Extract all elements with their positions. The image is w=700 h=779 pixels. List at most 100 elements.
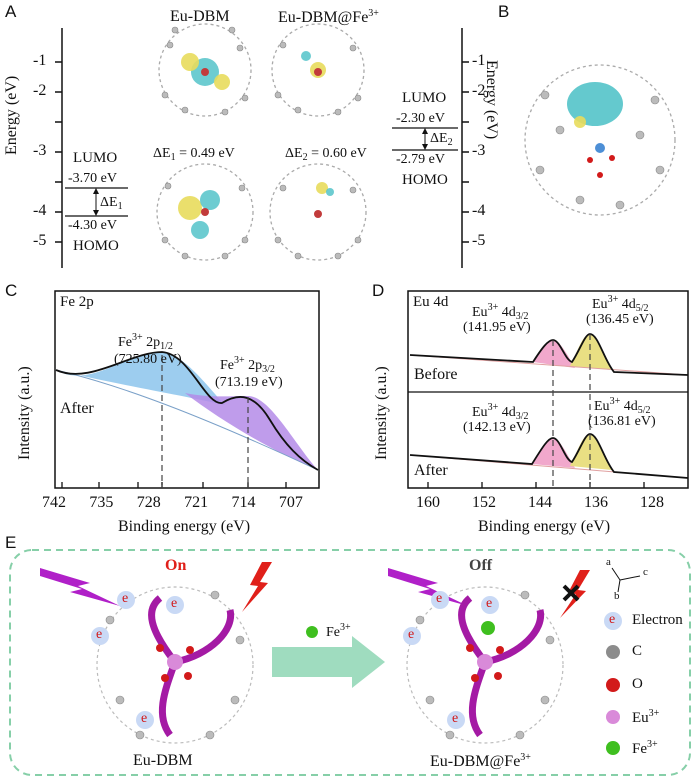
blocked-x-icon bbox=[562, 584, 580, 602]
molecule-eu-dbm-fe-homo bbox=[269, 163, 367, 261]
emission-bolt-off bbox=[560, 570, 590, 618]
eu-before-4d32-value: (141.95 eV) bbox=[463, 320, 531, 335]
axis-b: b bbox=[614, 590, 620, 602]
electron-glyph: e bbox=[408, 627, 415, 642]
transition-arrow bbox=[272, 636, 385, 688]
fe-2p12-peak bbox=[56, 351, 225, 405]
panel-a-label: A bbox=[5, 2, 17, 21]
fe-envelope bbox=[55, 351, 319, 471]
panel-c-sample: After bbox=[60, 400, 94, 417]
fe-ion-dot bbox=[306, 626, 318, 638]
legend-eu-dot bbox=[606, 710, 620, 724]
fe-2p12-label: Fe3+ 2p1/2 bbox=[118, 332, 173, 352]
legend-fe-dot bbox=[606, 741, 620, 755]
x-tick-label: 136 bbox=[584, 494, 608, 511]
molecule-eu-dbm-homo bbox=[156, 163, 254, 261]
panel-a-homo-label: HOMO bbox=[73, 238, 119, 254]
left-caption: Eu-DBM bbox=[133, 752, 193, 769]
panel-a-ylabel: Energy (eV) bbox=[3, 75, 20, 155]
panel-a-delta: ΔE1 bbox=[100, 195, 123, 212]
panel-a-homo-value: -4.30 eV bbox=[68, 218, 117, 233]
legend-fe: Fe3+ bbox=[632, 739, 658, 757]
emission-bolt-on bbox=[242, 562, 272, 612]
electron-glyph: e bbox=[96, 627, 103, 642]
fe-2p32-peak bbox=[185, 393, 318, 470]
electron-glyph: e bbox=[122, 591, 129, 606]
panel-b-ytick: -5 bbox=[472, 232, 486, 249]
panel-b-ytick: -2 bbox=[472, 82, 486, 99]
panel-d-xlabel: Binding energy (eV) bbox=[478, 518, 611, 535]
fe-2p32-value: (713.19 eV) bbox=[215, 375, 283, 390]
gap-left: ΔE1 = 0.49 eV bbox=[153, 146, 235, 163]
x-tick-label: 160 bbox=[416, 494, 440, 511]
panel-a-ytick: -4 bbox=[33, 202, 47, 219]
panel-b-ytick: -1 bbox=[472, 52, 486, 69]
panel-b-lumo-value: -2.30 eV bbox=[396, 111, 445, 126]
eu-before-envelope bbox=[409, 333, 689, 376]
x-tick-label: 735 bbox=[89, 494, 114, 511]
x-tick-label: 707 bbox=[278, 494, 303, 511]
electron-glyph: e bbox=[452, 711, 459, 726]
eu-dbm-fe-title: Eu-DBM@Fe3+ bbox=[278, 8, 379, 26]
panel-d-ylabel: Intensity (a.u.) bbox=[373, 366, 390, 460]
eu-after-4d32-label: Eu3+ 4d3/2 bbox=[472, 402, 529, 422]
x-tick-label: 144 bbox=[528, 494, 552, 511]
eu-before-4d32-label: Eu3+ 4d3/2 bbox=[472, 302, 529, 322]
x-tick-label: 742 bbox=[42, 494, 66, 511]
panel-a-ytick: -1 bbox=[33, 52, 47, 69]
panel-d-before: Before bbox=[414, 366, 458, 383]
arrow-ion-label: Fe3+ bbox=[326, 622, 351, 640]
x-tick-label: 721 bbox=[184, 494, 209, 511]
eu-after-4d52-label: Eu3+ 4d5/2 bbox=[594, 396, 651, 416]
gap-right: ΔE2 = 0.60 eV bbox=[285, 146, 367, 163]
legend-c-dot bbox=[606, 645, 620, 659]
electron-glyph: e bbox=[436, 591, 443, 606]
axis-c: c bbox=[643, 566, 648, 578]
legend-electron-dot bbox=[604, 612, 622, 630]
panel-d-frame bbox=[407, 290, 689, 489]
panel-b-homo-value: -2.79 eV bbox=[396, 152, 445, 167]
panel-c-label: C bbox=[5, 281, 18, 300]
panel-c-title: Fe 2p bbox=[60, 294, 94, 310]
electron-markers bbox=[91, 591, 499, 729]
fe-2p32-label: Fe3+ 2p3/2 bbox=[220, 355, 275, 375]
off-label: Off bbox=[469, 557, 493, 574]
eu-after-4d52-peak bbox=[570, 434, 612, 470]
x-tick-label: 128 bbox=[640, 494, 664, 511]
panel-b-homo-label: HOMO bbox=[402, 172, 448, 188]
panel-a-lumo-label: LUMO bbox=[73, 150, 118, 166]
x-tick-label: 728 bbox=[136, 494, 161, 511]
legend-c: C bbox=[632, 643, 643, 659]
on-label: On bbox=[165, 557, 187, 574]
molecule-eu-dbm-scheme bbox=[96, 586, 254, 744]
electron-glyph: e bbox=[486, 596, 493, 611]
molecule-eu-dbm-fe-lumo bbox=[271, 23, 365, 117]
legend-electron: Electron bbox=[632, 612, 683, 628]
panel-a-ytick: -3 bbox=[33, 142, 47, 159]
panel-a-ytick: -5 bbox=[33, 232, 47, 249]
molecule-eu-dbm-lumo bbox=[158, 23, 252, 117]
electron-glyph: e bbox=[609, 612, 616, 627]
panel-c-xlabel: Binding energy (eV) bbox=[118, 518, 251, 535]
panel-c-frame bbox=[54, 290, 320, 489]
panel-a-ytick: -2 bbox=[33, 82, 47, 99]
laser-bolt-left bbox=[40, 568, 120, 606]
molecule-panel-b bbox=[524, 64, 676, 216]
eu-after-4d52-value: (136.81 eV) bbox=[588, 414, 656, 429]
electron-glyph: e bbox=[141, 711, 148, 726]
eu-dbm-title: Eu-DBM bbox=[170, 8, 230, 25]
electron-glyph: e bbox=[171, 596, 178, 611]
panel-e-label: E bbox=[5, 533, 17, 552]
panel-b-ytick: -4 bbox=[472, 202, 486, 219]
panel-b-lumo-label: LUMO bbox=[402, 90, 447, 106]
eu-before-4d52-peak bbox=[570, 334, 612, 370]
panel-b-ytick: -3 bbox=[472, 142, 486, 159]
panel-d-title: Eu 4d bbox=[413, 294, 449, 310]
axis-a: a bbox=[606, 556, 611, 568]
eu-before-4d52-label: Eu3+ 4d5/2 bbox=[592, 294, 649, 314]
eu-after-envelope bbox=[409, 433, 689, 479]
fe-2p12-value: (725.80 eV) bbox=[114, 352, 182, 367]
panel-c-ylabel: Intensity (a.u.) bbox=[16, 366, 33, 460]
